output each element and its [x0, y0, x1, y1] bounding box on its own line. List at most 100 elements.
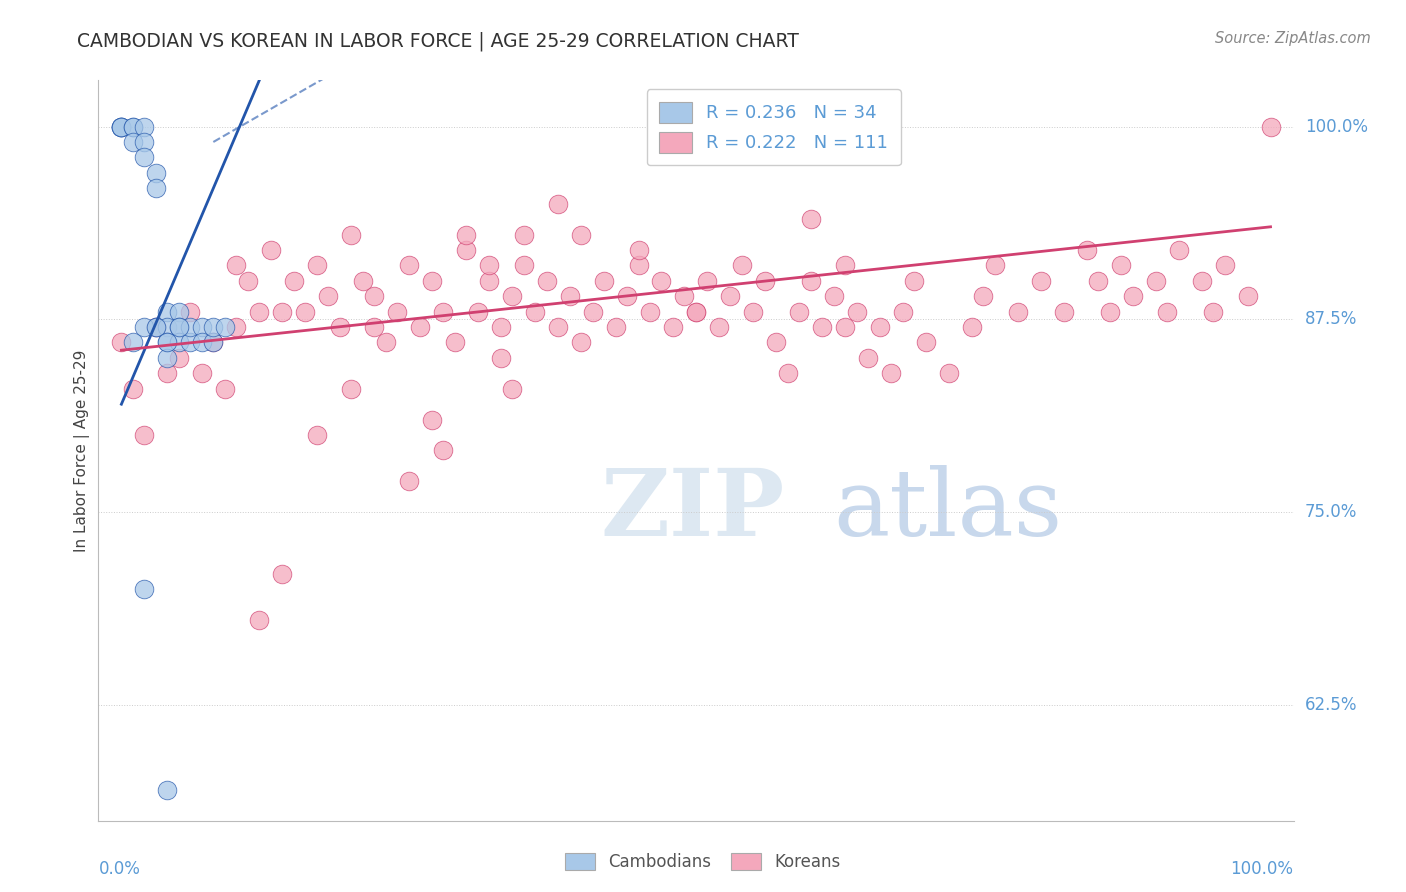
Point — [984, 258, 1007, 272]
Point — [385, 304, 409, 318]
Point — [858, 351, 880, 365]
Point — [1260, 120, 1282, 134]
Point — [789, 304, 811, 318]
Point — [110, 120, 132, 134]
Point — [605, 320, 627, 334]
Point — [754, 274, 776, 288]
Point — [122, 382, 145, 396]
Point — [363, 289, 385, 303]
Point — [456, 243, 478, 257]
Point — [569, 227, 592, 242]
Point — [960, 320, 983, 334]
Point — [134, 120, 156, 134]
Point — [179, 304, 201, 318]
Point — [145, 320, 167, 334]
Point — [903, 274, 925, 288]
Point — [134, 150, 156, 164]
Point — [340, 227, 363, 242]
Point — [156, 351, 179, 365]
Point — [122, 120, 145, 134]
Text: 0.0%: 0.0% — [98, 860, 141, 878]
Point — [134, 320, 156, 334]
Point — [134, 135, 156, 149]
Point — [456, 227, 478, 242]
Point — [432, 304, 454, 318]
Point — [880, 367, 903, 381]
Point — [627, 243, 650, 257]
Point — [800, 274, 823, 288]
Point — [845, 304, 868, 318]
Point — [145, 320, 167, 334]
Point — [1109, 258, 1132, 272]
Point — [720, 289, 742, 303]
Point — [191, 367, 214, 381]
Point — [524, 304, 547, 318]
Point — [247, 304, 270, 318]
Point — [236, 274, 259, 288]
Point — [685, 304, 707, 318]
Point — [800, 212, 823, 227]
Point — [707, 320, 730, 334]
Point — [489, 320, 512, 334]
Point — [110, 120, 132, 134]
Point — [489, 351, 512, 365]
Point — [156, 335, 179, 350]
Point — [202, 320, 225, 334]
Point — [305, 258, 328, 272]
Point — [420, 274, 443, 288]
Point — [329, 320, 352, 334]
Point — [834, 258, 856, 272]
Point — [1087, 274, 1109, 288]
Point — [891, 304, 914, 318]
Point — [145, 320, 167, 334]
Point — [156, 320, 179, 334]
Point — [972, 289, 994, 303]
Point — [202, 335, 225, 350]
Point — [512, 227, 534, 242]
Point — [316, 289, 339, 303]
Point — [1144, 274, 1167, 288]
Point — [1007, 304, 1029, 318]
Point — [1076, 243, 1098, 257]
Point — [110, 120, 132, 134]
Text: 100.0%: 100.0% — [1230, 860, 1294, 878]
Point — [156, 367, 179, 381]
Point — [1122, 289, 1144, 303]
Point — [352, 274, 374, 288]
Point — [305, 428, 328, 442]
Text: 87.5%: 87.5% — [1305, 310, 1357, 328]
Point — [202, 335, 225, 350]
Point — [501, 289, 523, 303]
Point — [731, 258, 754, 272]
Point — [156, 782, 179, 797]
Point — [122, 135, 145, 149]
Point — [834, 320, 856, 334]
Point — [363, 320, 385, 334]
Point — [650, 274, 672, 288]
Point — [1156, 304, 1178, 318]
Point — [1098, 304, 1121, 318]
Text: atlas: atlas — [834, 465, 1063, 555]
Point — [638, 304, 661, 318]
Point — [501, 382, 523, 396]
Point — [167, 320, 190, 334]
Point — [478, 274, 501, 288]
Point — [742, 304, 765, 318]
Point — [1191, 274, 1213, 288]
Point — [167, 320, 190, 334]
Point — [685, 304, 707, 318]
Point — [627, 258, 650, 272]
Point — [914, 335, 936, 350]
Point — [1053, 304, 1076, 318]
Point — [110, 120, 132, 134]
Point — [1029, 274, 1052, 288]
Point — [398, 475, 420, 489]
Point — [558, 289, 581, 303]
Text: Source: ZipAtlas.com: Source: ZipAtlas.com — [1215, 31, 1371, 46]
Point — [167, 335, 190, 350]
Point — [1236, 289, 1258, 303]
Point — [271, 566, 294, 581]
Y-axis label: In Labor Force | Age 25-29: In Labor Force | Age 25-29 — [75, 350, 90, 551]
Text: 100.0%: 100.0% — [1305, 118, 1368, 136]
Point — [110, 335, 132, 350]
